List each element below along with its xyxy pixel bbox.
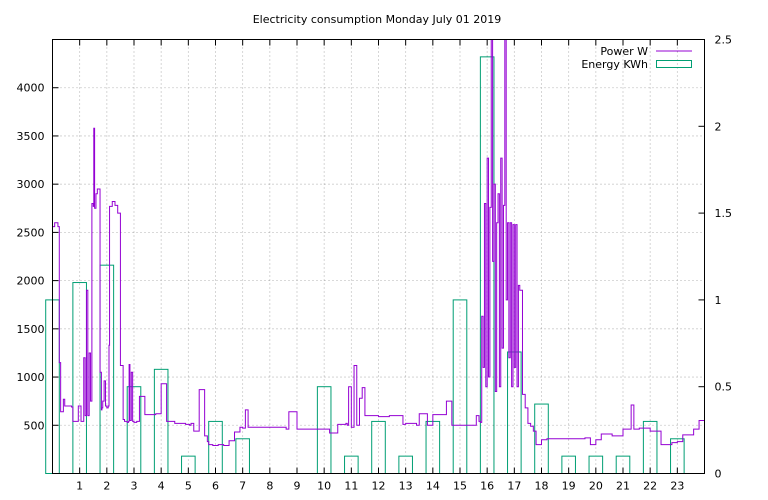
x-tick-label: 17 [507, 480, 521, 493]
chart-title: Electricity consumption Monday July 01 2… [253, 13, 502, 26]
x-tick-label: 1 [76, 480, 83, 493]
x-tick-label: 3 [131, 480, 138, 493]
x-tick-label: 16 [480, 480, 494, 493]
x-tick-label: 6 [212, 480, 219, 493]
y-right-tick-label: 0 [715, 468, 722, 481]
x-tick-label: 12 [372, 480, 386, 493]
x-tick-label: 22 [643, 480, 657, 493]
x-tick-label: 19 [562, 480, 576, 493]
y-right-tick-label: 0.5 [715, 381, 733, 394]
x-tick-label: 15 [453, 480, 467, 493]
y-right-tick-label: 1 [715, 294, 722, 307]
energy-bar [371, 420, 386, 475]
x-tick-label: 4 [158, 480, 165, 493]
x-tick-label: 7 [239, 480, 246, 493]
x-tick-label: 23 [670, 480, 684, 493]
energy-bar [534, 403, 549, 474]
y-left-tick-label: 4000 [17, 82, 45, 95]
x-tick-label: 2 [103, 480, 110, 493]
x-tick-label: 11 [344, 480, 358, 493]
y-right-tick-label: 2 [715, 120, 722, 133]
legend-label-power: Power W [600, 45, 648, 58]
y-axis-left: 500 1000 1500 2000 2500 3000 3500 4000 [17, 82, 59, 432]
y-right-tick-label: 2.5 [715, 34, 733, 47]
x-axis: 1 2 3 4 5 6 7 8 9 10 11 12 13 14 15 16 17 18 19 20 21 22 23 [76, 39, 684, 493]
y-left-tick-label: 1000 [17, 371, 45, 384]
y-left-tick-label: 1500 [17, 323, 45, 336]
x-tick-label: 21 [616, 480, 630, 493]
y-left-tick-label: 2500 [17, 226, 45, 239]
y-left-tick-label: 3500 [17, 130, 45, 143]
legend-label-energy: Energy KWh [581, 58, 648, 71]
y-right-tick-label: 1.5 [715, 207, 733, 220]
x-tick-label: 5 [185, 480, 192, 493]
x-tick-label: 10 [317, 480, 331, 493]
y-left-tick-label: 3000 [17, 178, 45, 191]
grid [52, 39, 705, 474]
y-axis-right: 0 0.5 1 1.5 2 2.5 [698, 34, 733, 481]
y-left-tick-label: 500 [24, 419, 45, 432]
energy-bar [452, 299, 468, 474]
x-tick-label: 20 [589, 480, 603, 493]
power-line [52, 39, 705, 447]
legend: Power W Energy KWh [581, 45, 692, 71]
energy-bar [507, 351, 522, 475]
x-tick-label: 8 [266, 480, 273, 493]
energy-bar [425, 420, 441, 475]
energy-bar [72, 282, 87, 475]
legend-swatch-energy [656, 60, 692, 68]
energy-bar [208, 420, 223, 475]
x-tick-label: 18 [535, 480, 549, 493]
y-left-tick-label: 2000 [17, 275, 45, 288]
x-tick-label: 14 [426, 480, 440, 493]
x-tick-label: 9 [294, 480, 301, 493]
x-tick-label: 13 [399, 480, 413, 493]
power-line-group [52, 39, 705, 447]
